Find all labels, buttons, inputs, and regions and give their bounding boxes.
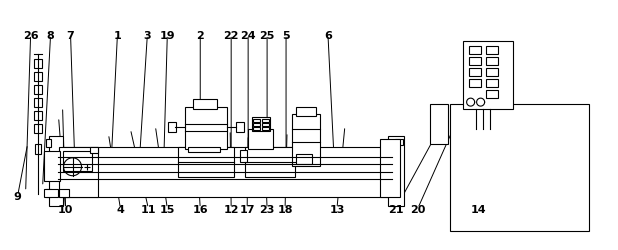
Text: 1: 1 — [114, 30, 121, 40]
Bar — [44, 151, 59, 181]
Bar — [33, 86, 41, 95]
Bar — [62, 151, 93, 171]
Bar — [486, 58, 497, 66]
Text: 6: 6 — [324, 30, 332, 40]
Text: 12: 12 — [224, 204, 239, 214]
Text: 21: 21 — [388, 204, 404, 214]
Bar — [262, 120, 269, 122]
Text: 5: 5 — [282, 30, 290, 40]
Text: 25: 25 — [260, 30, 275, 40]
Text: 18: 18 — [277, 204, 293, 214]
Text: 14: 14 — [471, 204, 486, 214]
Text: 8: 8 — [47, 30, 54, 40]
Bar — [44, 189, 57, 197]
Bar — [253, 124, 260, 126]
Bar — [248, 130, 273, 149]
Bar — [33, 112, 41, 120]
Bar — [33, 60, 41, 69]
Bar — [388, 136, 404, 206]
Bar — [486, 47, 497, 55]
Bar — [33, 73, 41, 82]
Text: 10: 10 — [58, 204, 74, 214]
Bar — [49, 136, 62, 206]
Text: 11: 11 — [141, 204, 156, 214]
Bar — [262, 128, 269, 130]
Bar — [59, 189, 69, 197]
Bar — [245, 147, 295, 177]
Bar — [296, 108, 316, 116]
Bar — [46, 139, 51, 147]
Text: 9: 9 — [14, 191, 22, 201]
Bar — [33, 124, 41, 134]
Text: 23: 23 — [260, 204, 275, 214]
Bar — [468, 47, 481, 55]
Text: 4: 4 — [116, 204, 124, 214]
Bar — [253, 128, 260, 130]
Bar — [33, 99, 41, 108]
Bar — [188, 147, 220, 152]
Bar — [253, 120, 260, 122]
Bar — [57, 147, 392, 197]
Bar — [486, 80, 497, 88]
Bar — [240, 150, 247, 162]
Bar — [395, 139, 403, 145]
Bar — [46, 189, 51, 197]
Bar — [468, 69, 481, 77]
Text: 16: 16 — [192, 204, 208, 214]
Bar — [468, 58, 481, 66]
Bar — [179, 147, 234, 177]
Text: 13: 13 — [329, 204, 345, 214]
Text: 19: 19 — [159, 30, 175, 40]
Bar — [168, 122, 176, 132]
Bar — [252, 118, 270, 132]
Text: 26: 26 — [23, 30, 38, 40]
Text: 15: 15 — [159, 204, 175, 214]
Bar — [35, 144, 41, 154]
Bar — [463, 42, 512, 110]
Text: 7: 7 — [67, 30, 74, 40]
Bar — [468, 80, 481, 88]
Bar — [236, 122, 244, 132]
Bar — [486, 69, 497, 77]
Text: 22: 22 — [224, 30, 239, 40]
Text: 17: 17 — [239, 204, 255, 214]
Bar — [380, 139, 400, 197]
Bar — [486, 91, 497, 99]
Bar — [262, 124, 269, 126]
Bar — [59, 147, 98, 197]
Text: 3: 3 — [143, 30, 151, 40]
Text: 24: 24 — [240, 30, 256, 40]
Bar — [185, 108, 227, 149]
Bar — [292, 114, 320, 166]
Text: 2: 2 — [197, 30, 204, 40]
Bar — [296, 154, 312, 164]
Bar — [430, 105, 447, 144]
Bar — [193, 100, 217, 110]
Bar — [450, 105, 590, 232]
Text: 20: 20 — [410, 204, 425, 214]
Bar — [90, 147, 98, 153]
